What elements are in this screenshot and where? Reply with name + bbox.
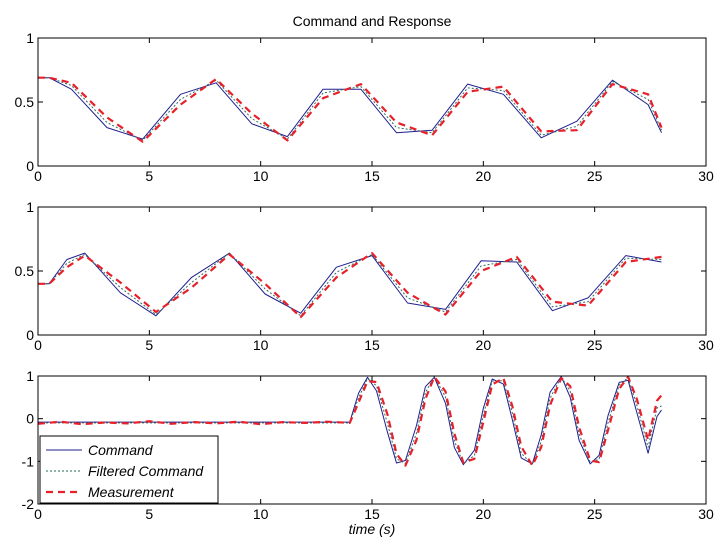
x-tick-label: 0 [34,168,42,184]
series-line-command [38,375,662,466]
x-tick-label: 5 [145,506,153,522]
x-tick-label: 30 [698,337,714,353]
plot-frame [37,206,707,336]
panel-top: 0 5 10 15 20 25 30 0 0.5 1 [15,30,714,184]
x-tick-label: 10 [253,168,269,184]
y-tick-label: 0 [26,327,34,343]
x-tick-label: 25 [587,506,603,522]
legend-label: Measurement [88,484,175,500]
y-tick-label: 0 [26,158,34,174]
y-tick-label: 1 [26,368,34,384]
series-line-command [38,252,662,317]
y-tick-label: -1 [22,453,35,469]
x-tick-label: 0 [34,506,42,522]
x-tick-label: 20 [476,337,492,353]
series-line-measurement [38,76,663,143]
x-tick-label: 5 [145,168,153,184]
legend-label: Command [88,442,154,458]
x-tick-label: 20 [476,168,492,184]
legend-label: Filtered Command [88,463,204,479]
x-tick-label: 25 [587,337,603,353]
series-line-command [38,77,662,140]
panel-middle: 0 5 10 15 20 25 30 0 0.5 1 [15,199,714,353]
x-axis-label: time (s) [349,521,396,537]
y-tick-label: 0.5 [15,263,35,279]
x-tick-label: 5 [145,337,153,353]
y-tick-label: -2 [22,496,35,512]
x-tick-label: 15 [364,337,380,353]
x-tick-label: 20 [476,506,492,522]
y-tick-label: 0.5 [15,94,35,110]
x-tick-label: 30 [698,506,714,522]
x-tick-label: 15 [364,168,380,184]
y-tick-label: 1 [26,199,34,215]
x-tick-label: 25 [587,168,603,184]
legend: Command Filtered Command Measurement [39,435,219,504]
x-tick-label: 30 [698,168,714,184]
y-tick-label: 0 [26,411,34,427]
x-tick-label: 10 [253,506,269,522]
chart-title: Command and Response [293,13,452,29]
legend-box [39,435,219,504]
y-tick-label: 1 [26,30,34,46]
x-tick-label: 15 [364,506,380,522]
x-tick-label: 10 [253,337,269,353]
panel-bottom: 0 5 10 15 20 25 30 -2 -1 0 1 [22,368,714,522]
series-line-measurement [38,252,662,319]
series-line-filtered-command [38,77,662,141]
x-tick-label: 0 [34,337,42,353]
